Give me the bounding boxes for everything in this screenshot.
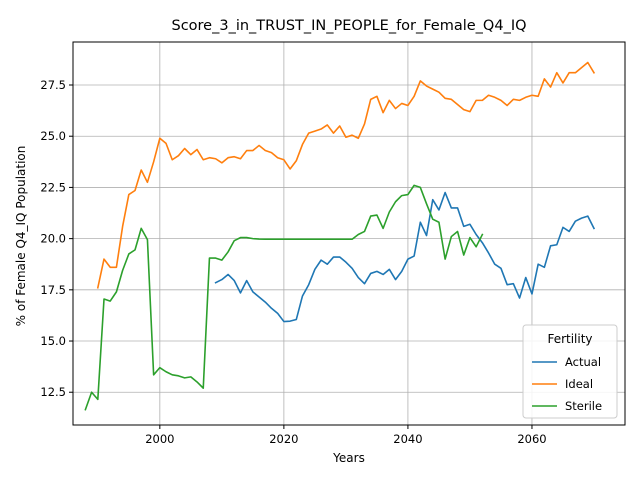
legend-title: Fertility: [547, 332, 592, 346]
plot-frame: [72, 41, 626, 426]
x-tick-label: 2060: [517, 432, 546, 446]
legend: Fertility Actual Ideal Sterile: [522, 324, 618, 419]
y-tick-label: 22.5: [40, 180, 66, 194]
x-tick-label: 2000: [145, 432, 174, 446]
x-axis-label: Years: [332, 451, 365, 465]
legend-label: Actual: [565, 355, 601, 369]
series-lines: [84, 61, 596, 411]
y-tick-label: 12.5: [40, 385, 66, 399]
series-line-sterile: [84, 184, 484, 411]
y-axis-label: % of Female Q4_IQ Population: [14, 146, 28, 327]
y-tick-label: 27.5: [40, 78, 66, 92]
legend-box: [522, 324, 618, 419]
y-tick-label: 25.0: [40, 129, 66, 143]
axes: 2000 2020 2040 2060 12.5 15.0 17.5 20.0 22.5 25.0…: [40, 41, 626, 446]
legend-label: Ideal: [565, 377, 593, 391]
y-tick-label: 17.5: [40, 283, 66, 297]
series-line-actual: [214, 191, 596, 323]
y-tick-label: 15.0: [40, 334, 66, 348]
series-line-ideal: [96, 61, 596, 289]
legend-label: Sterile: [565, 399, 602, 413]
chart-title: Score_3_in_TRUST_IN_PEOPLE_for_Female_Q4…: [171, 18, 526, 34]
x-tick-label: 2040: [393, 432, 422, 446]
x-tick-label: 2020: [269, 432, 298, 446]
y-tick-label: 20.0: [40, 232, 66, 246]
